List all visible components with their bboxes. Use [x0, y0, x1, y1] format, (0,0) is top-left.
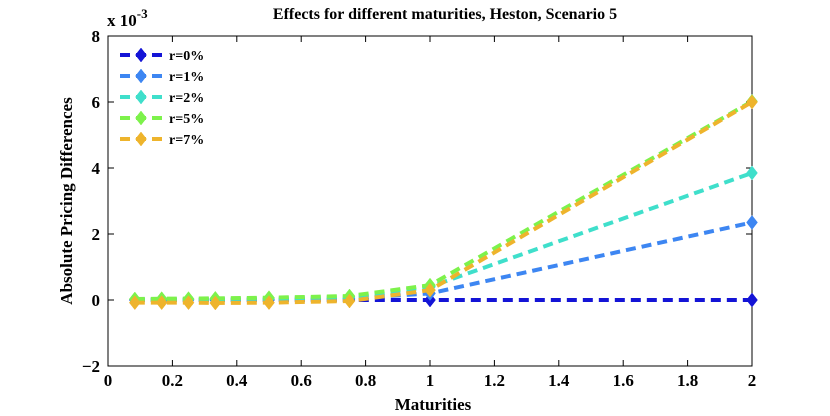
series-point [155, 295, 168, 311]
legend-label: r=1% [169, 70, 204, 85]
legend-marker [135, 68, 147, 84]
x-tick-label: 0.8 [355, 371, 376, 390]
x-tick-label: 0 [104, 371, 113, 390]
y-scale-base: x 10 [107, 11, 137, 30]
x-tick-label: 1.2 [484, 371, 505, 390]
x-tick-label: 1.4 [548, 371, 570, 390]
legend-marker [135, 89, 147, 105]
series-point [746, 292, 758, 308]
series-point [424, 282, 436, 298]
y-tick-label: 4 [92, 159, 101, 178]
series-point [746, 215, 758, 230]
series-point [263, 295, 275, 311]
series-point [343, 293, 356, 309]
x-tick-label: 1.6 [613, 371, 634, 390]
x-tick-label: 0.4 [226, 371, 248, 390]
y-tick-label: 0 [92, 291, 101, 310]
legend-item: r=5% [120, 110, 204, 127]
legend-label: r=2% [169, 91, 204, 106]
series-group [129, 94, 758, 311]
series-line [134, 220, 753, 302]
y-scale-factor: x 10-3 [107, 6, 148, 30]
plot-area: 0 0.2 0.4 0.6 0.8 1 1.2 1.4 1.6 1.8 2−202468r=0%r=… [82, 27, 758, 390]
x-tick-label: 0.6 [291, 371, 312, 390]
x-tick-label: 0.2 [162, 371, 183, 390]
y-axis-label: Absolute Pricing Differences [57, 97, 76, 305]
y-scale-exponent: -3 [137, 6, 148, 21]
y-tick-label: 2 [92, 225, 101, 244]
legend-marker [135, 47, 147, 63]
chart-title: Effects for different maturities, Heston… [273, 6, 617, 23]
series-point [209, 295, 222, 311]
legend-label: r=5% [169, 112, 204, 127]
y-tick-label: 8 [92, 27, 101, 46]
legend-marker [135, 110, 147, 126]
legend-item: r=7% [120, 131, 204, 148]
x-tick-label: 1 [426, 371, 435, 390]
series-point [129, 295, 141, 311]
y-tick-label: 6 [92, 93, 101, 112]
y-tick-label: −2 [82, 357, 100, 376]
legend-label: r=7% [169, 133, 204, 148]
legend-item: r=2% [120, 89, 204, 106]
x-tick-label: 1.8 [677, 371, 698, 390]
series-point [182, 295, 195, 311]
legend-label: r=0% [169, 49, 204, 64]
legend-item: r=0% [120, 47, 204, 64]
series-point [746, 165, 758, 181]
x-tick-label: 2 [748, 371, 757, 390]
legend-marker [135, 131, 147, 147]
x-axis-label: Maturities [395, 395, 472, 414]
series-point [746, 94, 758, 110]
legend-item: r=1% [120, 68, 204, 85]
